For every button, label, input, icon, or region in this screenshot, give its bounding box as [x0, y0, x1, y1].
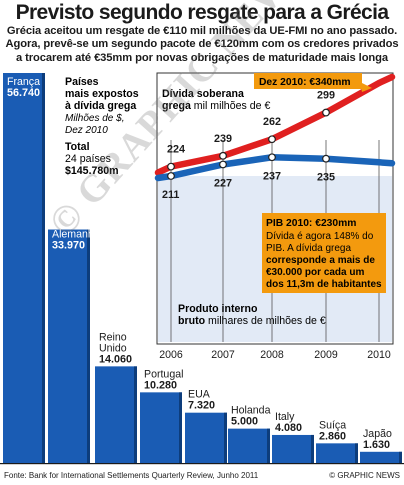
debt-unit: mil milhões de €: [191, 100, 271, 112]
gdp-title-line2: bruto milhares de milhões de €: [178, 315, 326, 327]
point-value-label: 237: [263, 170, 281, 182]
bar-series: [3, 73, 402, 463]
bar-shade: [179, 392, 182, 463]
point-value-label: 299: [317, 90, 335, 102]
gdp-callout-line: corresponde a mais de: [266, 255, 375, 266]
bar-category-label: Portugal: [144, 368, 183, 380]
gdp-title: Produto interno: [178, 303, 258, 315]
page-title: Previsto segundo resgate para a Grécia: [15, 1, 389, 24]
data-point: [219, 151, 227, 160]
bar-category-label: EUA: [188, 389, 211, 401]
bar: [272, 434, 314, 463]
bar: [185, 412, 227, 463]
point-value-label: 239: [214, 133, 232, 145]
credit: © GRAPHIC NEWS: [329, 471, 400, 480]
x-tick-label: 2006: [159, 349, 183, 361]
bar-category-label: Suíça: [319, 419, 346, 431]
bar-category-label: Unido: [99, 342, 127, 354]
data-point: [167, 172, 175, 180]
data-point: [268, 153, 276, 162]
point-value-label: 224: [167, 144, 185, 156]
bar-value-label: 33.970: [52, 240, 85, 252]
bar-shade: [42, 73, 45, 463]
bar-shade: [311, 434, 314, 463]
gdp-callout-box: [262, 213, 386, 293]
point-value-label: 235: [317, 172, 335, 184]
bar-category-label: Italy: [275, 411, 295, 423]
bar-shade: [267, 428, 270, 463]
bar-category-label: Holanda: [231, 405, 271, 417]
gdp-title-word: bruto: [178, 315, 206, 327]
x-tick-label: 2010: [367, 349, 391, 361]
bar: [360, 451, 402, 463]
bar-category-label: Reino: [99, 331, 127, 343]
callout-pointer: [360, 82, 372, 92]
x-tick-label: 2009: [314, 349, 338, 361]
legend-heading: à dívida grega: [65, 100, 136, 112]
subtitle-line: a trocarem até €35mm por novas obrigaçõe…: [15, 51, 389, 64]
debt-callout: Dez 2010: €340mm: [259, 77, 351, 88]
data-point: [322, 154, 330, 163]
total-countries: 24 países: [65, 153, 111, 165]
bar: [48, 229, 90, 463]
bar-value-label: 1.630: [363, 439, 390, 451]
total-label: Total: [65, 141, 90, 153]
data-point: [167, 162, 175, 171]
debt-title-word: grega: [162, 100, 191, 112]
line-series: [154, 73, 396, 182]
gdp-callout-line: Dívida é agora 148% do: [266, 231, 374, 242]
bar-shade: [134, 366, 137, 463]
baseline: [0, 463, 404, 465]
legend-unit: Dez 2010: [65, 125, 108, 136]
gdp-callout-line: dos 11,3m de habitantes: [266, 279, 382, 290]
subtitle-line: Grécia aceitou um resgate de €110 mil mi…: [6, 25, 398, 37]
bar-shade: [224, 412, 227, 463]
data-point: [219, 160, 227, 169]
bar-shade: [87, 229, 90, 463]
bar-value-label: 5.000: [231, 416, 258, 428]
bar-value-label: 56.740: [7, 87, 40, 99]
x-tick-label: 2008: [260, 349, 284, 361]
gdp-callout-line: PIB. A dívida grega: [266, 243, 351, 254]
x-tick-label: 2007: [211, 349, 235, 361]
bar-value-label: 2.860: [319, 430, 346, 442]
point-value-label: 262: [263, 116, 281, 128]
legend-heading: mais expostos: [65, 88, 139, 100]
bar-value-label: 7.320: [188, 400, 215, 412]
subtitle: Grécia aceitou um resgate de €110 mil mi…: [2, 25, 402, 65]
debt-title: Dívida soberana: [162, 88, 244, 100]
legend-heading: Países: [65, 76, 99, 88]
source-note: Fonte: Bank for International Settlement…: [4, 471, 259, 480]
bar: [316, 443, 358, 463]
total-value: $145.780m: [65, 165, 119, 177]
x-tick-labels: 2006 2007 2008 2009 2010: [159, 349, 391, 361]
bar-category-label: França: [7, 76, 40, 88]
bar-category-label: Alemanha: [52, 229, 100, 241]
bar-value-label: 14.060: [99, 353, 132, 365]
data-point: [268, 135, 276, 144]
data-point: [322, 108, 330, 117]
bar-shade: [399, 451, 402, 463]
legend-unit: Milhões de $,: [65, 113, 124, 124]
bar: [95, 366, 137, 463]
gdp-unit: milhares de milhões de €: [205, 315, 326, 327]
bar-shade: [355, 443, 358, 463]
debt-callout-box: [254, 73, 362, 89]
point-value-label: 211: [162, 189, 179, 201]
bar-value-label: 4.080: [275, 422, 302, 434]
point-value-label: 227: [214, 177, 232, 189]
gdp-callout-line: €30.000 por cada um: [266, 267, 364, 278]
bar-category-label: Japão: [363, 428, 392, 440]
subtitle-line: Agora, prevê-se um segundo pacote de €12…: [5, 38, 399, 51]
bar: [140, 392, 182, 463]
bar: [3, 73, 45, 463]
bar: [228, 428, 270, 463]
debt-title-line2: grega mil milhões de €: [162, 100, 270, 112]
gdp-callout-title: PIB 2010: €230mm: [266, 218, 356, 229]
bar-value-label: 10.280: [144, 379, 177, 391]
point-labels: 224 239 262 299 211 227 237 235: [162, 90, 335, 201]
